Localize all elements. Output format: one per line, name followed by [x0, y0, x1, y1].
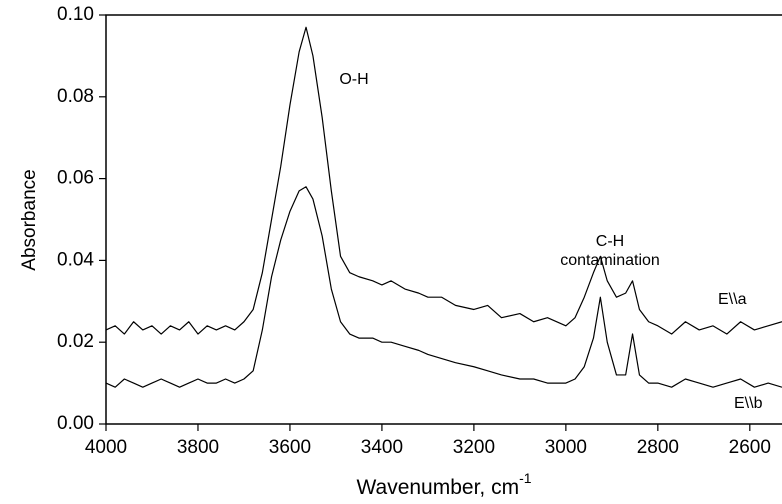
y-tick-label: 0.10 [57, 4, 94, 25]
x-tick-label: 2600 [729, 437, 771, 458]
y-tick-label: 0.08 [57, 86, 94, 107]
y-tick-label: 0.04 [57, 249, 94, 270]
x-axis-title-sup: -1 [519, 470, 532, 486]
y-tick-label: 0.02 [57, 331, 94, 352]
x-tick-label: 4000 [85, 437, 127, 458]
series-line [105, 186, 782, 388]
x-tick-label: 2800 [637, 437, 679, 458]
x-tick-label: 3000 [545, 437, 587, 458]
annotation: C-H [596, 233, 624, 250]
axis-frame [105, 14, 782, 425]
y-tick-label: 0.00 [57, 413, 94, 434]
x-axis-title: Wavenumber, cm-1 [356, 470, 531, 499]
series-line [105, 26, 782, 335]
annotation: O-H [339, 71, 368, 88]
x-tick-label: 3200 [453, 437, 495, 458]
x-tick-label: 3400 [361, 437, 403, 458]
y-axis-title: Absorbance [19, 169, 40, 270]
x-tick-label: 3800 [177, 437, 219, 458]
y-tick-label: 0.06 [57, 168, 94, 189]
annotation: contamination [560, 252, 660, 269]
series-label: E\\b [734, 395, 763, 412]
x-axis-title-main: Wavenumber, cm [356, 476, 519, 499]
series-label: E\\a [718, 291, 747, 308]
x-tick-label: 3600 [269, 437, 311, 458]
